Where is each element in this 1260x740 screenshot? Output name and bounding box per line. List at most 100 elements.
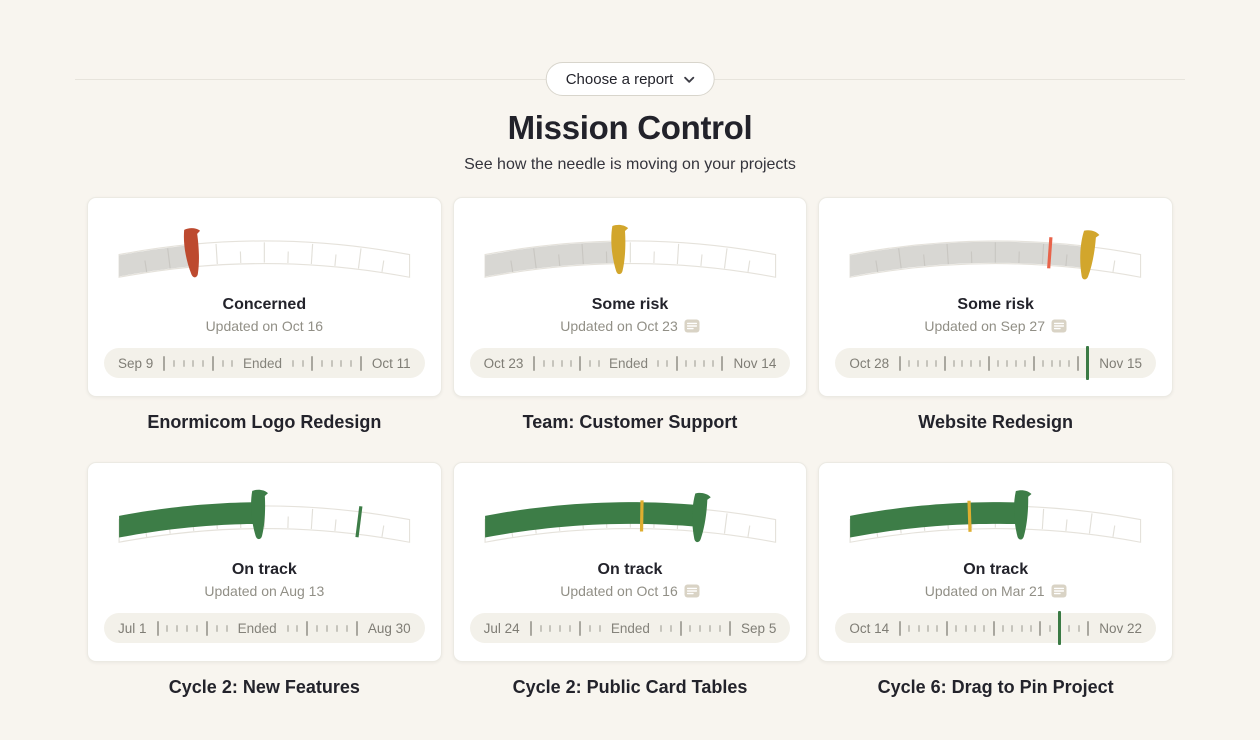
- project-title[interactable]: Cycle 2: Public Card Tables: [512, 677, 748, 697]
- timeline-tick: [992, 620, 995, 636]
- timeline-tick: [657, 359, 660, 367]
- timeline-ticks: Ended: [529, 613, 731, 643]
- timeline-tick: [551, 359, 554, 367]
- gauge-needle: [1014, 490, 1032, 540]
- timeline-end-date: Nov 15: [1099, 355, 1142, 371]
- project-title[interactable]: Enormicom Logo Redesign: [147, 412, 382, 432]
- timeline: Oct 14 Nov 22: [835, 611, 1156, 645]
- timeline-tick: [699, 624, 702, 632]
- timeline-tick: [997, 359, 1000, 367]
- project-card[interactable]: Some risk Updated on Oct 23 Oct 23 Ended…: [452, 197, 808, 397]
- updated-text: Updated on Aug 13: [204, 583, 325, 599]
- timeline-tick: [934, 359, 937, 367]
- timeline-tick: [176, 624, 179, 632]
- timeline-tick: [1014, 359, 1017, 367]
- timeline-tick: [943, 355, 946, 371]
- timeline-ended-label: Ended: [610, 620, 650, 636]
- timeline: Jul 1 Ended Aug 30: [104, 613, 425, 643]
- status-label: Concerned: [222, 296, 307, 313]
- timeline-tick: [1048, 624, 1051, 632]
- gauge-needle: [183, 228, 201, 278]
- timeline-tick: [529, 620, 532, 636]
- status-label: Some risk: [957, 296, 1034, 313]
- timeline-tick: [955, 624, 958, 632]
- timeline-tick: [559, 624, 562, 632]
- note-icon: [684, 319, 700, 333]
- project-title[interactable]: Cycle 6: Drag to Pin Project: [877, 677, 1114, 697]
- timeline-ticks: Ended: [533, 348, 724, 378]
- timeline-tick: [205, 620, 208, 636]
- timeline-tick: [679, 620, 682, 636]
- updated-label: Updated on Oct 23: [470, 318, 791, 334]
- timeline-tick: [1029, 624, 1032, 632]
- timeline: Jul 24 Ended Sep 5: [469, 613, 791, 643]
- project-title[interactable]: Cycle 2: New Features: [168, 677, 360, 697]
- timeline-tick: [533, 355, 536, 371]
- updated-label: Updated on Mar 21: [835, 583, 1156, 599]
- gauge-needle: [691, 492, 711, 543]
- timeline-tick: [569, 624, 572, 632]
- timeline-tick: [719, 624, 722, 632]
- timeline-tick: [598, 624, 601, 632]
- timeline-ticks: Ended: [163, 348, 362, 378]
- timeline-tick: [952, 359, 955, 367]
- updated-label: Updated on Oct 16: [470, 583, 791, 599]
- timeline-tick: [1050, 359, 1053, 367]
- updated-text: Updated on Mar 21: [924, 583, 1045, 599]
- timeline-tick: [979, 359, 982, 367]
- timeline-ticks: [899, 346, 1090, 380]
- project-cell: On track Updated on Aug 13 Jul 1 Ended A…: [87, 462, 442, 698]
- project-card[interactable]: On track Updated on Oct 16 Jul 24 Ended …: [452, 462, 808, 662]
- updated-text: Updated on Oct 16: [560, 583, 678, 599]
- timeline-tick: [669, 624, 672, 632]
- project-title[interactable]: Team: Customer Support: [522, 412, 738, 432]
- timeline-tick: [589, 624, 592, 632]
- status-gauge: [118, 228, 411, 278]
- project-title[interactable]: Website Redesign: [918, 412, 1074, 432]
- timeline-tick: [973, 624, 976, 632]
- timeline-tick: [970, 359, 973, 367]
- project-card[interactable]: Some risk Updated on Sep 27 Oct 28 Nov 1…: [818, 197, 1173, 397]
- timeline-tick: [215, 624, 218, 632]
- project-card[interactable]: On track Updated on Aug 13 Jul 1 Ended A…: [87, 462, 442, 662]
- timeline-tick: [659, 624, 662, 632]
- timeline-tick: [709, 624, 712, 632]
- timeline-tick: [163, 355, 166, 371]
- status-gauge: [849, 230, 1142, 280]
- timeline-tick: [291, 359, 294, 367]
- timeline-start-date: Jul 24: [483, 620, 520, 636]
- timeline-tick: [542, 359, 545, 367]
- timeline-start-date: Jul 1: [118, 620, 147, 636]
- timeline-tick: [340, 359, 343, 367]
- timeline-end-date: Nov 14: [733, 355, 777, 371]
- status-label: On track: [231, 561, 297, 578]
- project-grid: Concerned Updated on Oct 16 Sep 9 Ended …: [87, 197, 1173, 698]
- timeline-start-date: Oct 14: [849, 620, 890, 636]
- timeline-tick: [301, 359, 304, 367]
- timeline-tick: [983, 624, 986, 632]
- timeline-tick: [156, 620, 159, 636]
- timeline-tick: [712, 359, 715, 367]
- timeline-progress-marker: [1086, 346, 1090, 380]
- status-label: On track: [597, 561, 663, 578]
- project-card[interactable]: On track Updated on Mar 21 Oct 14 Nov 22: [818, 462, 1173, 662]
- timeline-tick: [964, 624, 967, 632]
- timeline-tick: [597, 359, 600, 367]
- timeline-tick: [579, 355, 582, 371]
- gauge-needle: [1080, 230, 1100, 280]
- timeline-tick: [899, 355, 902, 371]
- note-icon: [1051, 584, 1067, 598]
- timeline-tick: [539, 624, 542, 632]
- timeline-start-date: Sep 9: [118, 355, 154, 371]
- timeline-tick: [306, 620, 309, 636]
- timeline-tick: [925, 359, 928, 367]
- timeline-progress-marker: [1057, 611, 1061, 645]
- timeline-tick: [286, 624, 289, 632]
- timeline-tick: [588, 359, 591, 367]
- report-picker-button[interactable]: Choose a report: [545, 62, 715, 96]
- timeline-tick: [326, 624, 329, 632]
- note-icon: [684, 584, 700, 598]
- timeline-end-date: Oct 11: [371, 355, 411, 371]
- project-card[interactable]: Concerned Updated on Oct 16 Sep 9 Ended …: [87, 197, 442, 397]
- timeline-tick: [320, 359, 323, 367]
